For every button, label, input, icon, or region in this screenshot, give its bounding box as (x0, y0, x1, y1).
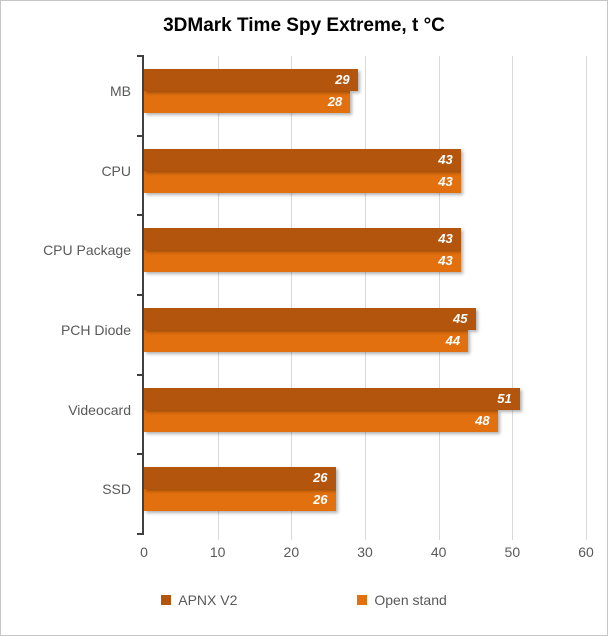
legend-item-apnx-v2: APNX V2 (161, 592, 237, 608)
category-label: Videocard (68, 401, 131, 418)
category-label: SSD (102, 481, 131, 498)
bar-value-label: 43 (438, 151, 453, 167)
x-tick-label: 20 (283, 544, 300, 560)
x-tick-label: 10 (209, 544, 226, 560)
x-tick-label: 0 (140, 544, 148, 560)
bar-value-label: 44 (445, 333, 461, 348)
bar-apnx-v2: 51 (144, 387, 520, 410)
legend: APNX V2 Open stand (1, 590, 607, 610)
legend-swatch-icon (357, 595, 368, 605)
y-axis-tick (137, 294, 144, 296)
bar-open-stand: 26 (144, 489, 336, 512)
bar-apnx-v2: 29 (144, 69, 358, 91)
x-tick-label: 40 (430, 544, 447, 560)
bar-value-label: 43 (438, 231, 453, 247)
bar-value-label: 45 (453, 311, 468, 326)
category-label: PCH Diode (60, 322, 131, 338)
gridline (217, 56, 219, 540)
y-axis-tick (137, 55, 144, 57)
legend-swatch-icon (161, 595, 172, 605)
y-axis-tick (137, 453, 144, 456)
bar-value-label: 26 (313, 492, 328, 508)
gridline (291, 56, 293, 540)
bar-value-label: 26 (313, 470, 328, 486)
gridline (438, 56, 440, 540)
category-label: MB (110, 83, 131, 99)
bar-open-stand: 43 (144, 250, 461, 273)
gridline (365, 56, 366, 540)
gridline (512, 56, 514, 540)
category-label: CPU Package (43, 242, 131, 259)
y-axis-tick (137, 134, 144, 137)
y-axis-tick (137, 214, 144, 217)
plot-area (144, 56, 587, 540)
bar-open-stand: 28 (144, 91, 351, 113)
x-tick-label: 60 (578, 544, 594, 560)
bar-apnx-v2: 45 (144, 308, 476, 330)
bar-value-label: 28 (327, 94, 343, 109)
category-label: CPU (101, 162, 131, 179)
legend-label: Open stand (374, 592, 447, 608)
bar-apnx-v2: 43 (144, 148, 461, 171)
bar-value-label: 43 (438, 253, 453, 269)
bar-apnx-v2: 43 (144, 228, 461, 251)
bar-value-label: 48 (475, 412, 490, 428)
bar-open-stand: 48 (144, 409, 498, 432)
x-tick-label: 50 (504, 544, 521, 560)
gridline (586, 56, 587, 540)
legend-label: APNX V2 (178, 592, 238, 608)
y-axis-tick (137, 373, 144, 376)
bar-value-label: 29 (335, 72, 350, 87)
x-axis-labels: 0 10 20 30 40 50 60 (140, 543, 594, 561)
y-axis-tick (137, 533, 144, 535)
legend-item-open-stand: Open stand (357, 592, 447, 608)
bar-open-stand: 43 (144, 170, 461, 193)
bar-value-label: 51 (497, 390, 512, 406)
x-tick-label: 30 (357, 544, 373, 560)
chart-title: 3DMark Time Spy Extreme, t °C (163, 15, 445, 36)
bar-open-stand: 44 (144, 330, 469, 352)
bar-apnx-v2: 26 (144, 467, 336, 490)
bar-value-label: 43 (438, 173, 453, 189)
